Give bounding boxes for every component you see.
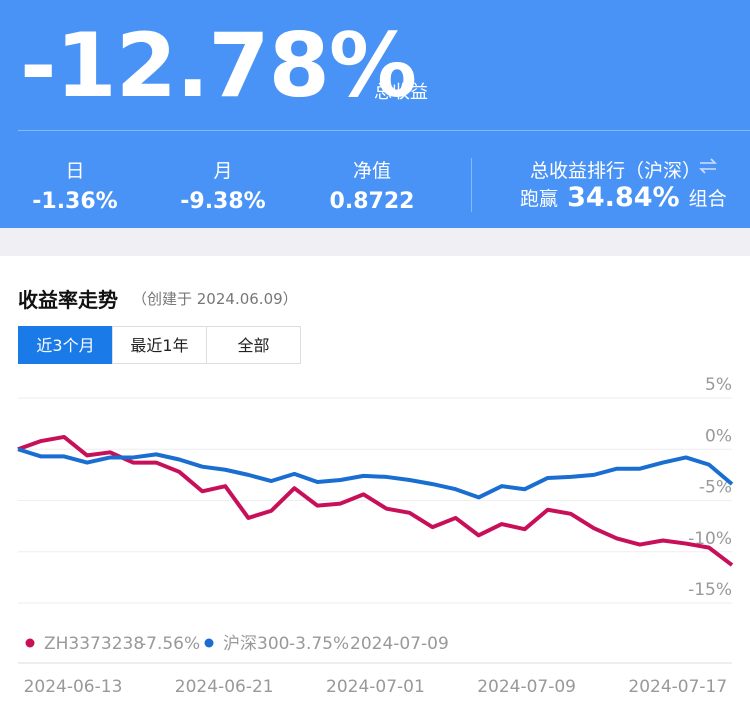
x-tick-label: 2024-07-09 <box>477 677 576 697</box>
legend-name: ZH3373238 <box>44 634 144 654</box>
separator-band <box>0 228 750 256</box>
legend-dot <box>204 638 214 648</box>
tooltip-date: 2024-07-09 <box>350 634 449 654</box>
series-line <box>17 447 734 500</box>
stat-value: -9.38% <box>180 189 266 214</box>
legend-dot <box>25 638 35 648</box>
legend-name: 沪深300 <box>223 634 289 654</box>
x-tick-label: 2024-07-17 <box>628 677 727 697</box>
y-tick-label: 0% <box>705 426 732 446</box>
rank-value: 34.84% <box>567 182 680 213</box>
divider <box>18 130 750 131</box>
rank-line: 跑赢 34.84% 组合 <box>520 182 727 213</box>
tabs: 近3个月 最近1年 全部 <box>18 326 301 364</box>
stat-label: 日 <box>65 160 85 182</box>
stat: 月 -9.38% <box>148 156 298 214</box>
header: -12.78% 总收益 日 -1.36% 月 -9.38% 净值 0.8722 总收益… <box>0 0 750 228</box>
section-title: 收益率走势 <box>18 288 118 312</box>
stat-label: 净值 <box>352 160 391 182</box>
x-tick-label: 2024-07-01 <box>326 677 425 697</box>
y-tick-label: 5% <box>705 375 732 395</box>
total-return-label: 总收益 <box>374 82 428 103</box>
series-line <box>17 434 734 567</box>
x-tick-label: 2024-06-13 <box>24 677 123 697</box>
chart: 5% 0% -5% -10% -15% 2024-06-13 2024-06-21 2024-… <box>17 375 734 697</box>
tab[interactable]: 全部 <box>206 326 301 364</box>
switch-icon[interactable] <box>698 158 718 174</box>
stat: 净值 0.8722 <box>297 156 447 214</box>
tab[interactable]: 最近1年 <box>112 326 207 364</box>
divider <box>471 158 472 212</box>
y-tick-label: -10% <box>688 529 732 549</box>
x-tick-label: 2024-06-21 <box>175 677 274 697</box>
y-tick-label: -5% <box>699 478 732 498</box>
tooltip-value: -3.75% <box>289 634 349 654</box>
tab[interactable]: 近3个月 <box>18 326 113 364</box>
rank-prefix: 跑赢 <box>520 188 559 210</box>
rank-title[interactable]: 总收益排行（沪深） <box>530 160 702 182</box>
total-return: -12.78% <box>20 14 417 117</box>
stat-value: 0.8722 <box>329 189 415 214</box>
rank-suffix: 组合 <box>688 188 727 210</box>
section-subtitle: （创建于 2024.06.09） <box>132 290 298 308</box>
y-tick-label: -15% <box>688 580 732 600</box>
stat-value: -1.36% <box>32 189 118 214</box>
tooltip-value: -7.56% <box>140 634 200 654</box>
stat-label: 月 <box>213 160 233 182</box>
stat: 日 -1.36% <box>0 156 150 214</box>
